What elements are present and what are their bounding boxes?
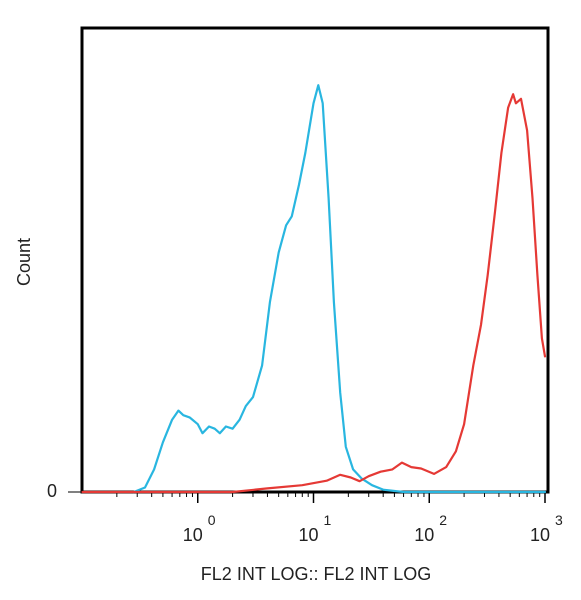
series-line-0	[132, 84, 547, 494]
x-tick-exponent-0: 0	[208, 512, 216, 528]
x-tick-label-3: 10	[530, 525, 550, 545]
x-tick-exponent-1: 1	[324, 512, 332, 528]
plot-frame	[80, 26, 550, 494]
x-tick-label-1: 10	[298, 525, 318, 545]
x-tick-labels: 10 0 10 1 10 2 10 3	[183, 512, 563, 545]
y-axis-title: Count	[14, 238, 34, 286]
x-tick-exponent-3: 3	[555, 512, 563, 528]
x-tick-exponent-2: 2	[439, 512, 447, 528]
x-major-ticks	[197, 492, 546, 503]
y-tick-label-0: 0	[47, 481, 57, 501]
x-tick-label-0: 10	[183, 525, 203, 545]
series-layer	[80, 84, 547, 494]
x-axis-title: FL2 INT LOG:: FL2 INT LOG	[201, 564, 431, 584]
x-tick-label-2: 10	[414, 525, 434, 545]
series-line-1	[80, 93, 547, 494]
